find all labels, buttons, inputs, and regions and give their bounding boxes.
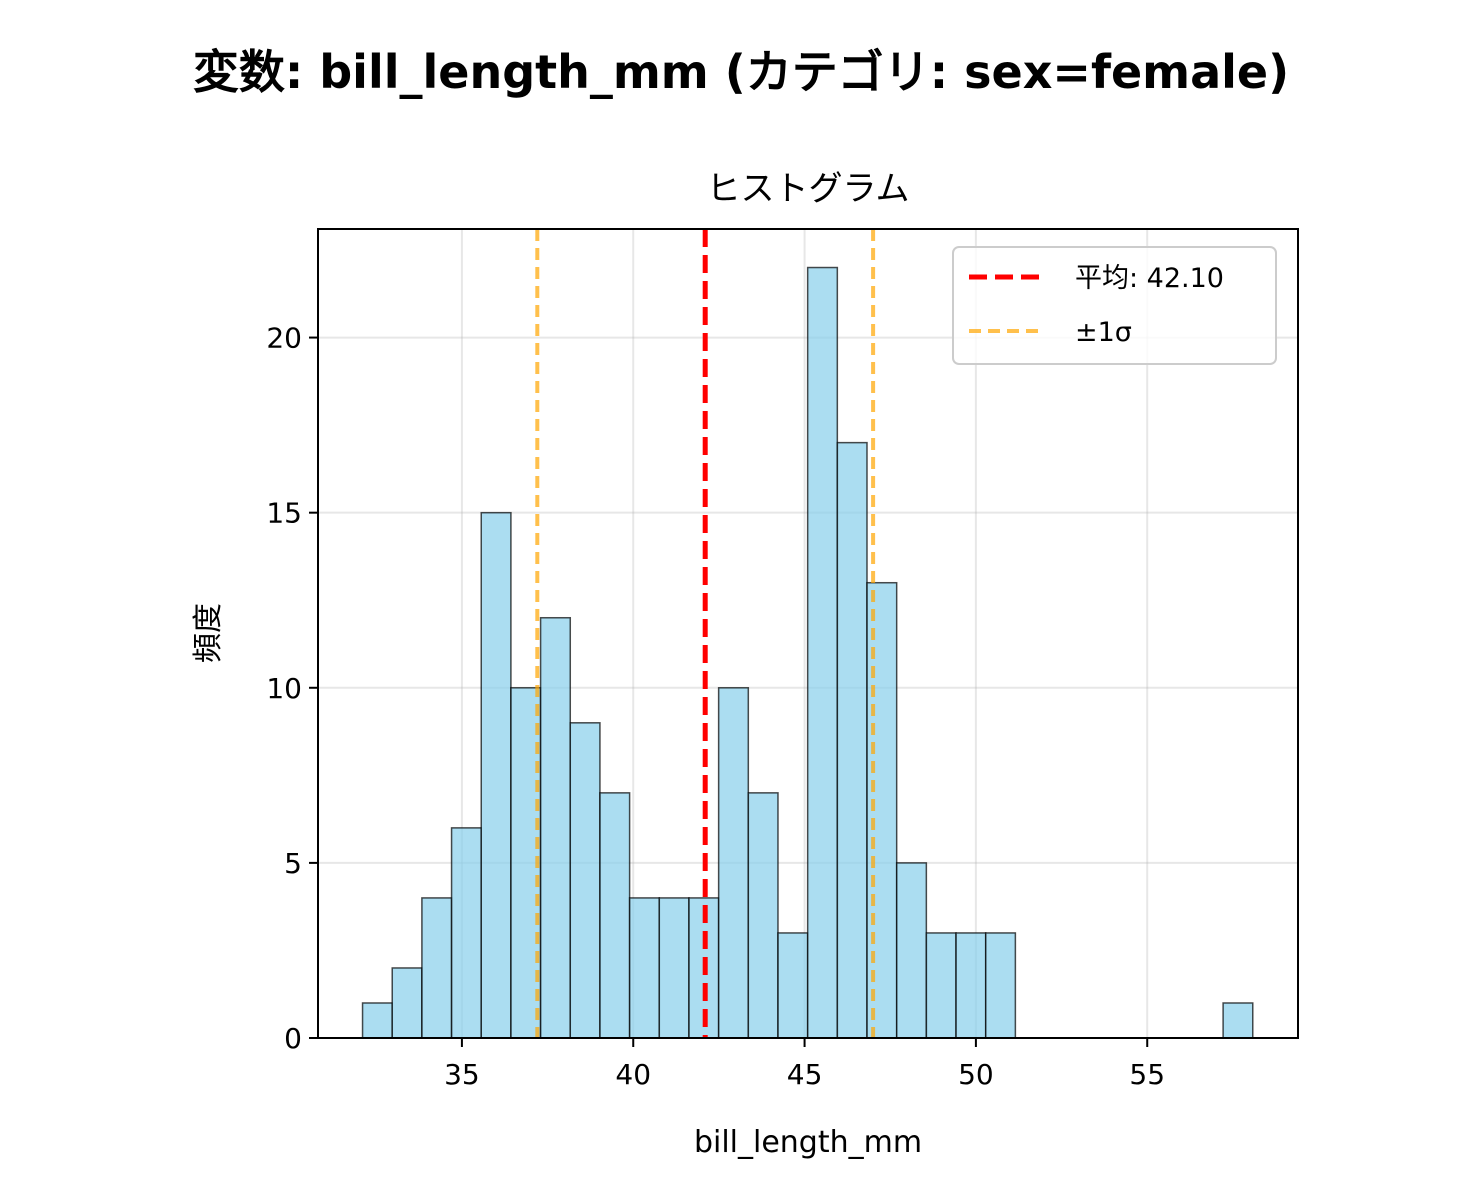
figure-suptitle: 変数: bill_length_mm (カテゴリ: sex=female) bbox=[193, 45, 1289, 99]
histogram-bar bbox=[806, 266, 839, 1039]
legend: 平均: 42.10 ±1σ bbox=[952, 246, 1277, 365]
histogram-bar bbox=[421, 897, 453, 1039]
histogram-bar bbox=[955, 932, 987, 1039]
reference-lines bbox=[535, 229, 876, 1038]
x-tick-label: 40 bbox=[615, 1058, 651, 1091]
histogram-bar bbox=[717, 687, 750, 1039]
legend-mean-label: 平均: 42.10 bbox=[1075, 263, 1224, 294]
y-tick-label: 10 bbox=[266, 672, 302, 705]
y-tick-label: 20 bbox=[266, 322, 302, 355]
histogram-bar bbox=[925, 932, 957, 1039]
x-axis-ticks: 35 40 45 50 55 bbox=[444, 1038, 1165, 1091]
y-tick-label: 5 bbox=[284, 847, 302, 880]
legend-std-label: ±1σ bbox=[1075, 317, 1132, 348]
histogram-bar bbox=[539, 616, 572, 1039]
y-axis-ticks: 0 5 10 15 20 bbox=[266, 322, 318, 1055]
histogram-bar bbox=[747, 792, 779, 1039]
histogram-bars bbox=[361, 266, 1254, 1039]
x-tick-label: 55 bbox=[1129, 1058, 1165, 1091]
y-tick-label: 15 bbox=[266, 497, 302, 530]
x-tick-label: 35 bbox=[444, 1058, 480, 1091]
y-tick-label: 0 bbox=[284, 1022, 302, 1055]
histogram-bar bbox=[1222, 1002, 1254, 1039]
plot-frame bbox=[317, 228, 1299, 1039]
histogram-bar bbox=[628, 897, 661, 1039]
histogram-bar bbox=[599, 792, 631, 1039]
histogram-bar bbox=[777, 932, 809, 1039]
histogram-bar bbox=[361, 1002, 393, 1039]
x-axis-label: bill_length_mm bbox=[694, 1125, 922, 1160]
histogram-bar bbox=[984, 932, 1017, 1039]
histogram-bar bbox=[658, 897, 690, 1039]
histogram-bar bbox=[480, 511, 512, 1039]
histogram-bar bbox=[895, 862, 928, 1039]
histogram-bar bbox=[450, 827, 482, 1039]
histogram-bar bbox=[391, 967, 423, 1039]
histogram-bar bbox=[569, 722, 601, 1039]
chart-title: ヒストグラム bbox=[707, 169, 910, 209]
y-axis-label: 頻度 bbox=[191, 603, 226, 663]
x-tick-label: 45 bbox=[787, 1058, 823, 1091]
histogram-bar bbox=[836, 441, 868, 1039]
x-tick-label: 50 bbox=[958, 1058, 994, 1091]
